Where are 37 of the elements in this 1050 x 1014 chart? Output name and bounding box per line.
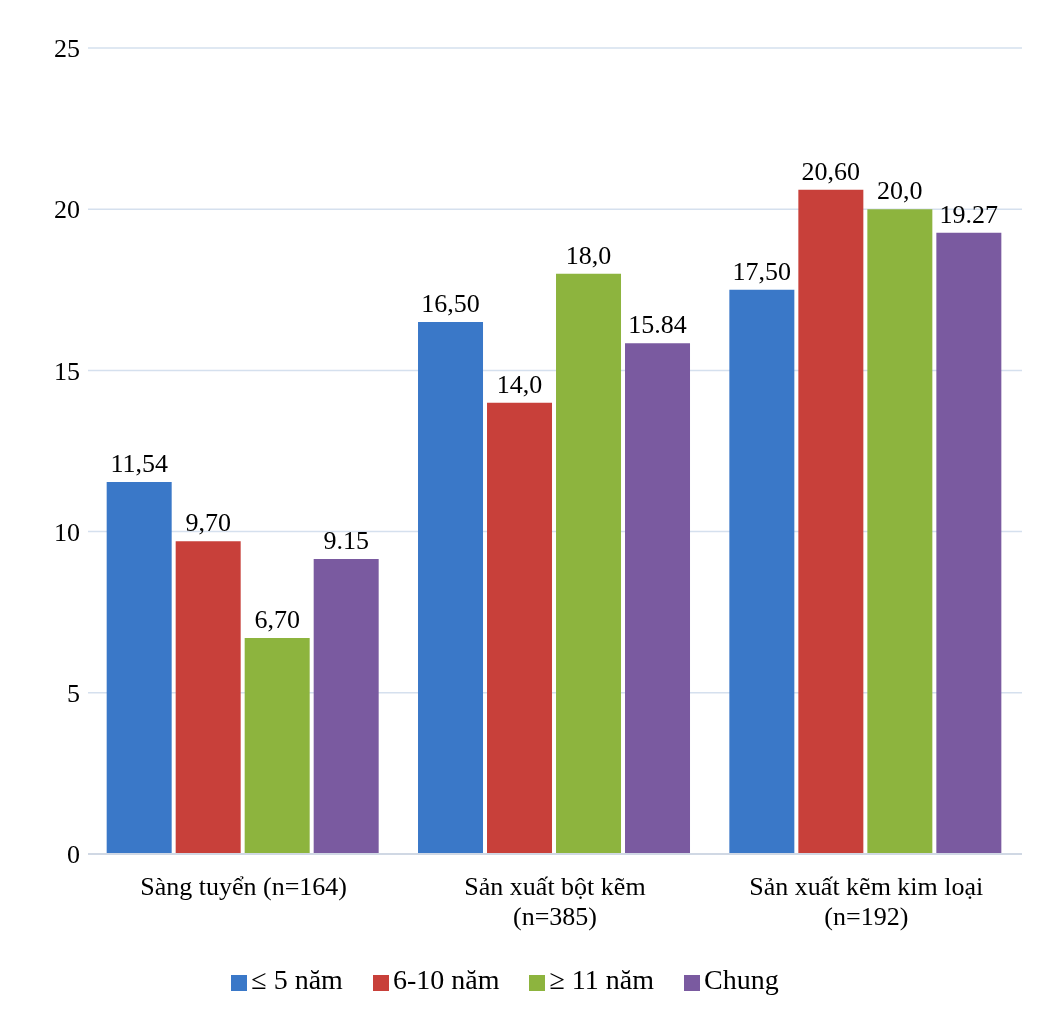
data-label: 6,70 [254, 604, 300, 634]
bar [244, 637, 310, 854]
data-label: 15.84 [628, 310, 687, 340]
legend-label: ≥ 11 năm [549, 964, 654, 995]
bar [175, 541, 241, 854]
legend-label: 6-10 năm [392, 964, 500, 995]
data-label: 9.15 [323, 526, 369, 555]
bar [798, 189, 864, 854]
bar [556, 273, 622, 854]
data-label: 16,50 [421, 289, 480, 319]
legend-label: Chung [703, 964, 779, 995]
y-tick-label: 15 [54, 356, 80, 386]
bar [106, 481, 172, 854]
bar [936, 232, 1002, 854]
data-label: 20,0 [877, 176, 923, 206]
y-tick-label: 25 [54, 34, 80, 64]
data-label: 9,70 [185, 508, 231, 538]
data-label: 18,0 [565, 240, 612, 270]
bar [313, 559, 379, 854]
bar [729, 289, 795, 854]
y-tick-label: 5 [67, 679, 80, 709]
x-tick-label: Sản xuất kẽm kim loại (n=192) [749, 872, 984, 932]
data-label: 14,0 [496, 369, 543, 399]
data-label: 11,54 [110, 448, 168, 478]
data-label: 17,50 [732, 256, 792, 286]
legend-label: ≤ 5 năm [251, 964, 343, 995]
bar [418, 322, 484, 854]
y-tick-label: 20 [54, 195, 80, 225]
data-label: 20,60 [801, 156, 861, 186]
y-tick-label: 10 [54, 517, 80, 547]
bar [625, 343, 691, 854]
bar [487, 402, 553, 854]
x-tick-label: Sàng tuyển (n=164) [140, 872, 348, 902]
x-tick-label: Sản xuất bột kẽm (n=385) [464, 872, 646, 932]
y-tick-label: 0 [67, 840, 80, 870]
data-label: 19.27 [939, 199, 999, 229]
bar [867, 209, 933, 854]
